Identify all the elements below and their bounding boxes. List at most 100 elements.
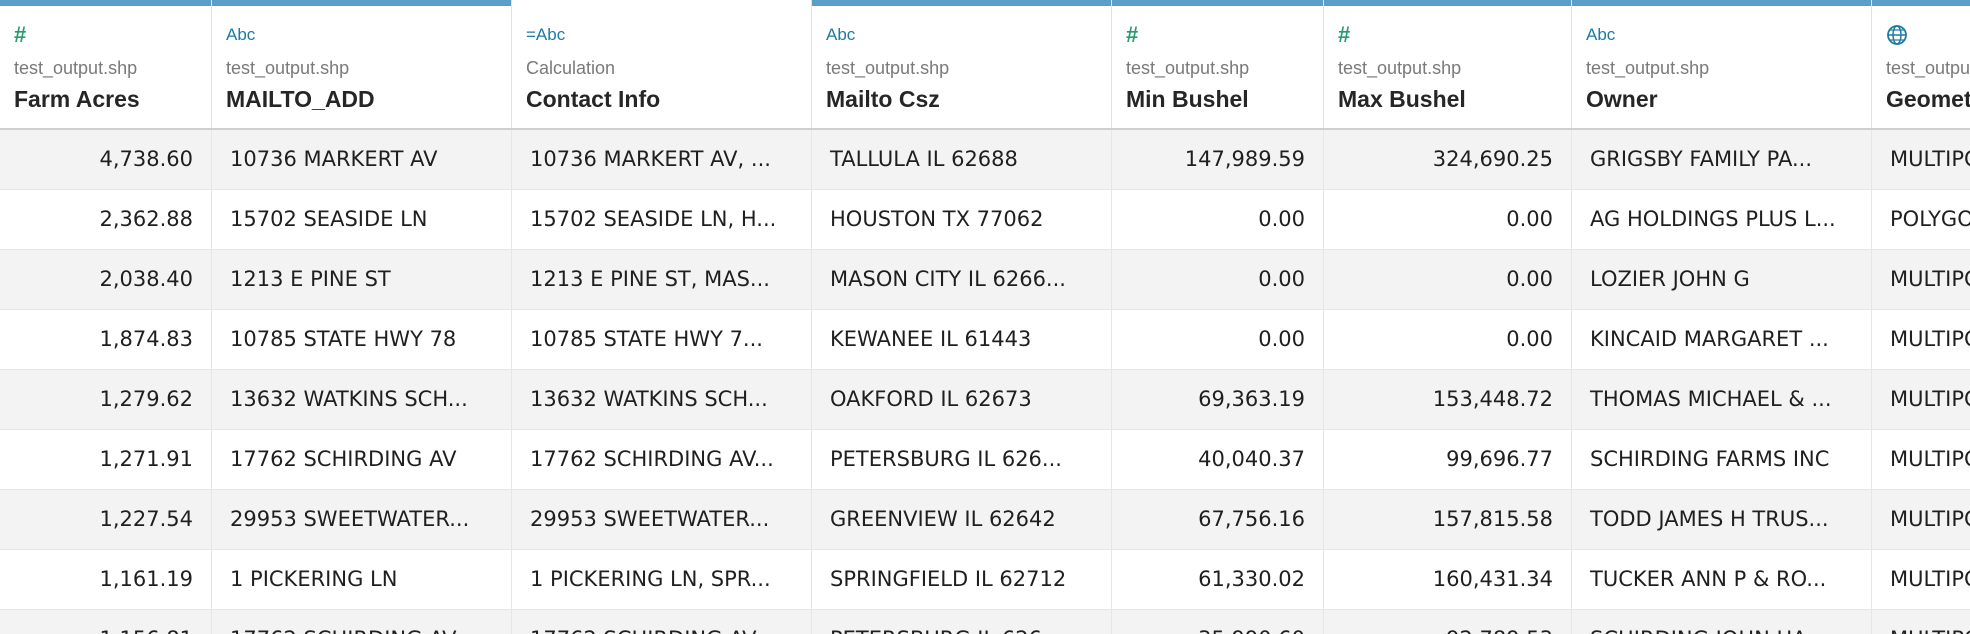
table-row[interactable]: 1,161.19 1 PICKERING LN 1 PICKERING LN, SP… — [0, 550, 1970, 610]
column-source-label: test_output.shp — [14, 58, 138, 78]
column-source-label: test_output.shp — [826, 58, 950, 78]
table-row[interactable]: 2,038.40 1213 E PINE ST 1213 E PINE ST, MA… — [0, 250, 1970, 310]
table-row[interactable]: 1,227.54 29953 SWEETWATER... 29953 SWEETWA… — [0, 490, 1970, 550]
cell-farm-acres[interactable]: 1,279.62 — [0, 370, 212, 429]
cell-geometry[interactable]: MULTIPOLYGON — [1872, 550, 1970, 609]
cell-owner[interactable]: LOZIER JOHN G — [1572, 250, 1872, 309]
cell-geometry[interactable]: MULTIPOLYGON — [1872, 610, 1970, 634]
cell-mailto-add[interactable]: 29953 SWEETWATER... — [212, 490, 512, 549]
cell-farm-acres[interactable]: 1,161.19 — [0, 550, 212, 609]
cell-mailto-csz[interactable]: KEWANEE IL 61443 — [812, 310, 1112, 369]
cell-max-bushel[interactable]: 324,690.25 — [1324, 130, 1572, 189]
cell-mailto-add[interactable]: 10785 STATE HWY 78 — [212, 310, 512, 369]
cell-mailto-add[interactable]: 1213 E PINE ST — [212, 250, 512, 309]
cell-farm-acres[interactable]: 1,156.81 — [0, 610, 212, 634]
cell-min-bushel[interactable]: 0.00 — [1112, 190, 1324, 249]
table-row[interactable]: 1,271.91 17762 SCHIRDING AV 17762 SCHIRDIN… — [0, 430, 1970, 490]
cell-mailto-csz[interactable]: HOUSTON TX 77062 — [812, 190, 1112, 249]
cell-contact-info[interactable]: 17762 SCHIRDING AV... — [512, 430, 812, 489]
table-row[interactable]: 2,362.88 15702 SEASIDE LN 15702 SEASIDE LN… — [0, 190, 1970, 250]
cell-owner[interactable]: SCHIRDING JOHN HA... — [1572, 610, 1872, 634]
cell-owner[interactable]: GRIGSBY FAMILY PA... — [1572, 130, 1872, 189]
cell-min-bushel[interactable]: 0.00 — [1112, 310, 1324, 369]
cell-farm-acres[interactable]: 1,271.91 — [0, 430, 212, 489]
cell-owner[interactable]: SCHIRDING FARMS INC — [1572, 430, 1872, 489]
cell-min-bushel[interactable]: 69,363.19 — [1112, 370, 1324, 429]
cell-contact-info[interactable]: 17762 SCHIRDING AV... — [512, 610, 812, 634]
cell-farm-acres[interactable]: 1,227.54 — [0, 490, 212, 549]
cell-max-bushel[interactable]: 160,431.34 — [1324, 550, 1572, 609]
cell-max-bushel[interactable]: 0.00 — [1324, 190, 1572, 249]
cell-max-bushel[interactable]: 99,696.77 — [1324, 430, 1572, 489]
cell-geometry[interactable]: MULTIPOLYGON — [1872, 310, 1970, 369]
number-type-icon: # — [14, 22, 27, 47]
cell-owner[interactable]: AG HOLDINGS PLUS L... — [1572, 190, 1872, 249]
cell-mailto-add[interactable]: 15702 SEASIDE LN — [212, 190, 512, 249]
cell-contact-info[interactable]: 1213 E PINE ST, MAS... — [512, 250, 812, 309]
cell-owner[interactable]: KINCAID MARGARET ... — [1572, 310, 1872, 369]
cell-max-bushel[interactable]: 157,815.58 — [1324, 490, 1572, 549]
cell-contact-info[interactable]: 29953 SWEETWATER... — [512, 490, 812, 549]
cell-farm-acres[interactable]: 4,738.60 — [0, 130, 212, 189]
cell-min-bushel[interactable]: 35,990.60 — [1112, 610, 1324, 634]
column-header-farm-acres[interactable]: # test_output.shp Farm Acres — [0, 0, 212, 128]
column-header-geometry[interactable]: test_output.shp Geometry — [1872, 0, 1970, 128]
cell-mailto-csz[interactable]: TALLULA IL 62688 — [812, 130, 1112, 189]
cell-contact-info[interactable]: 10785 STATE HWY 7... — [512, 310, 812, 369]
cell-max-bushel[interactable]: 0.00 — [1324, 250, 1572, 309]
cell-max-bushel[interactable]: 92,789.53 — [1324, 610, 1572, 634]
column-header-contact-info[interactable]: =Abc Calculation Contact Info — [512, 0, 812, 128]
column-header-accent-bar — [212, 0, 511, 6]
column-title: Owner — [1586, 86, 1658, 112]
table-row[interactable]: 1,874.83 10785 STATE HWY 78 10785 STATE HW… — [0, 310, 1970, 370]
column-source-label: test_output.shp — [1886, 58, 1970, 78]
cell-mailto-add[interactable]: 17762 SCHIRDING AV — [212, 610, 512, 634]
cell-mailto-add[interactable]: 17762 SCHIRDING AV — [212, 430, 512, 489]
cell-owner[interactable]: TUCKER ANN P & RO... — [1572, 550, 1872, 609]
cell-mailto-csz[interactable]: PETERSBURG IL 626... — [812, 610, 1112, 634]
column-header-mailto-add[interactable]: Abc test_output.shp MAILTO_ADD — [212, 0, 512, 128]
column-header-mailto-csz[interactable]: Abc test_output.shp Mailto Csz — [812, 0, 1112, 128]
cell-max-bushel[interactable]: 153,448.72 — [1324, 370, 1572, 429]
cell-geometry[interactable]: MULTIPOLYGON — [1872, 370, 1970, 429]
cell-mailto-csz[interactable]: OAKFORD IL 62673 — [812, 370, 1112, 429]
cell-min-bushel[interactable]: 0.00 — [1112, 250, 1324, 309]
cell-mailto-add[interactable]: 1 PICKERING LN — [212, 550, 512, 609]
column-source-label: test_output.shp — [226, 58, 350, 78]
cell-geometry[interactable]: MULTIPOLYGON — [1872, 430, 1970, 489]
cell-geometry[interactable]: MULTIPOLYGON — [1872, 250, 1970, 309]
cell-mailto-add[interactable]: 10736 MARKERT AV — [212, 130, 512, 189]
cell-contact-info[interactable]: 13632 WATKINS SCH... — [512, 370, 812, 429]
cell-contact-info[interactable]: 10736 MARKERT AV, ... — [512, 130, 812, 189]
column-header-owner[interactable]: Abc test_output.shp Owner — [1572, 0, 1872, 128]
table-row[interactable]: 1,279.62 13632 WATKINS SCH... 13632 WATKIN… — [0, 370, 1970, 430]
cell-contact-info[interactable]: 15702 SEASIDE LN, H... — [512, 190, 812, 249]
column-source-label: test_output.shp — [1338, 58, 1462, 78]
cell-owner[interactable]: THOMAS MICHAEL & ... — [1572, 370, 1872, 429]
cell-geometry[interactable]: POLYGON — [1872, 190, 1970, 249]
column-source-label: test_output.shp — [1586, 58, 1710, 78]
cell-mailto-csz[interactable]: MASON CITY IL 6266... — [812, 250, 1112, 309]
column-title: MAILTO_ADD — [226, 86, 375, 112]
cell-min-bushel[interactable]: 40,040.37 — [1112, 430, 1324, 489]
cell-min-bushel[interactable]: 61,330.02 — [1112, 550, 1324, 609]
cell-max-bushel[interactable]: 0.00 — [1324, 310, 1572, 369]
column-header-min-bushel[interactable]: # test_output.shp Min Bushel — [1112, 0, 1324, 128]
cell-owner[interactable]: TODD JAMES H TRUS... — [1572, 490, 1872, 549]
cell-min-bushel[interactable]: 147,989.59 — [1112, 130, 1324, 189]
column-header-max-bushel[interactable]: # test_output.shp Max Bushel — [1324, 0, 1572, 128]
column-header-accent-bar — [812, 0, 1111, 6]
cell-contact-info[interactable]: 1 PICKERING LN, SPR... — [512, 550, 812, 609]
cell-farm-acres[interactable]: 1,874.83 — [0, 310, 212, 369]
cell-min-bushel[interactable]: 67,756.16 — [1112, 490, 1324, 549]
cell-farm-acres[interactable]: 2,038.40 — [0, 250, 212, 309]
cell-farm-acres[interactable]: 2,362.88 — [0, 190, 212, 249]
table-row[interactable]: 4,738.60 10736 MARKERT AV 10736 MARKERT AV… — [0, 130, 1970, 190]
cell-mailto-csz[interactable]: GREENVIEW IL 62642 — [812, 490, 1112, 549]
cell-mailto-add[interactable]: 13632 WATKINS SCH... — [212, 370, 512, 429]
cell-geometry[interactable]: MULTIPOLYGON — [1872, 490, 1970, 549]
cell-geometry[interactable]: MULTIPOLYGON — [1872, 130, 1970, 189]
cell-mailto-csz[interactable]: SPRINGFIELD IL 62712 — [812, 550, 1112, 609]
cell-mailto-csz[interactable]: PETERSBURG IL 626... — [812, 430, 1112, 489]
